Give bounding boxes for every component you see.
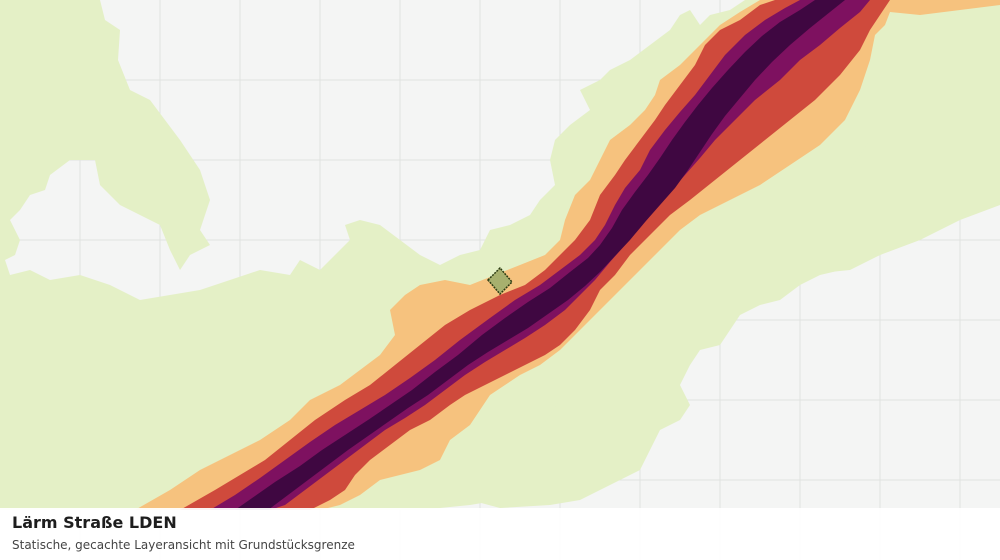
layer-subtitle: Statische, gecachte Layeransicht mit Gru… <box>12 538 355 552</box>
layer-title: Lärm Straße LDEN <box>12 513 177 532</box>
parcel-boundary <box>486 266 514 296</box>
noise-zone-highest <box>235 0 845 510</box>
map-caption: Lärm Straße LDEN Statische, gecachte Lay… <box>0 508 1000 560</box>
